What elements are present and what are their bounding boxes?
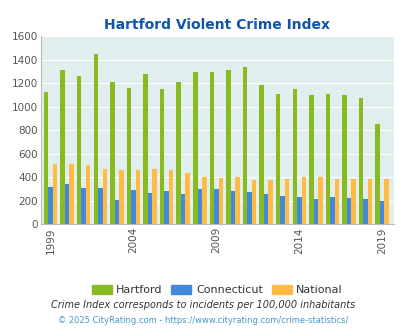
Bar bbox=[168, 170, 173, 224]
Bar bbox=[60, 70, 65, 224]
Bar bbox=[213, 189, 218, 224]
Bar bbox=[350, 179, 355, 224]
Bar bbox=[135, 170, 140, 224]
Bar bbox=[296, 197, 301, 224]
Bar bbox=[77, 76, 81, 224]
Bar bbox=[284, 179, 289, 224]
Bar bbox=[280, 196, 284, 224]
Bar bbox=[230, 191, 234, 224]
Bar bbox=[247, 192, 251, 224]
Bar bbox=[259, 84, 263, 224]
Bar bbox=[375, 124, 379, 224]
Bar bbox=[69, 164, 74, 224]
Bar bbox=[226, 70, 230, 224]
Bar bbox=[126, 88, 131, 224]
Bar bbox=[147, 193, 152, 224]
Bar bbox=[48, 187, 53, 224]
Bar bbox=[242, 67, 247, 224]
Bar bbox=[193, 72, 197, 224]
Bar bbox=[334, 179, 338, 224]
Bar bbox=[384, 179, 388, 224]
Bar bbox=[318, 178, 322, 224]
Bar bbox=[292, 89, 296, 224]
Text: Crime Index corresponds to incidents per 100,000 inhabitants: Crime Index corresponds to incidents per… bbox=[51, 300, 354, 310]
Bar bbox=[313, 199, 318, 224]
Bar bbox=[325, 94, 329, 224]
Bar bbox=[102, 169, 107, 224]
Bar bbox=[202, 177, 206, 224]
Bar bbox=[362, 199, 367, 224]
Title: Hartford Violent Crime Index: Hartford Violent Crime Index bbox=[104, 18, 329, 32]
Bar bbox=[131, 190, 135, 224]
Bar bbox=[164, 191, 168, 224]
Bar bbox=[185, 173, 190, 224]
Bar bbox=[379, 202, 384, 224]
Bar bbox=[341, 95, 346, 224]
Bar bbox=[44, 91, 48, 224]
Bar bbox=[329, 197, 334, 224]
Bar bbox=[110, 82, 114, 224]
Bar bbox=[301, 177, 305, 224]
Bar bbox=[234, 178, 239, 224]
Bar bbox=[268, 180, 272, 224]
Bar bbox=[86, 165, 90, 224]
Bar bbox=[251, 180, 256, 224]
Bar bbox=[98, 188, 102, 224]
Text: © 2025 CityRating.com - https://www.cityrating.com/crime-statistics/: © 2025 CityRating.com - https://www.city… bbox=[58, 316, 347, 325]
Bar bbox=[181, 194, 185, 224]
Bar bbox=[160, 89, 164, 224]
Legend: Hartford, Connecticut, National: Hartford, Connecticut, National bbox=[89, 282, 344, 298]
Bar bbox=[114, 200, 119, 224]
Bar bbox=[197, 188, 202, 224]
Bar bbox=[275, 94, 280, 224]
Bar bbox=[65, 184, 69, 224]
Bar bbox=[358, 98, 362, 224]
Bar bbox=[218, 178, 223, 224]
Bar bbox=[81, 188, 86, 224]
Bar bbox=[346, 198, 350, 224]
Bar bbox=[367, 179, 371, 224]
Bar bbox=[119, 170, 123, 224]
Bar bbox=[93, 54, 98, 224]
Bar bbox=[176, 82, 181, 224]
Bar bbox=[152, 169, 156, 224]
Bar bbox=[308, 95, 313, 224]
Bar bbox=[53, 164, 57, 224]
Bar bbox=[143, 74, 147, 224]
Bar bbox=[209, 72, 213, 224]
Bar bbox=[263, 194, 268, 224]
